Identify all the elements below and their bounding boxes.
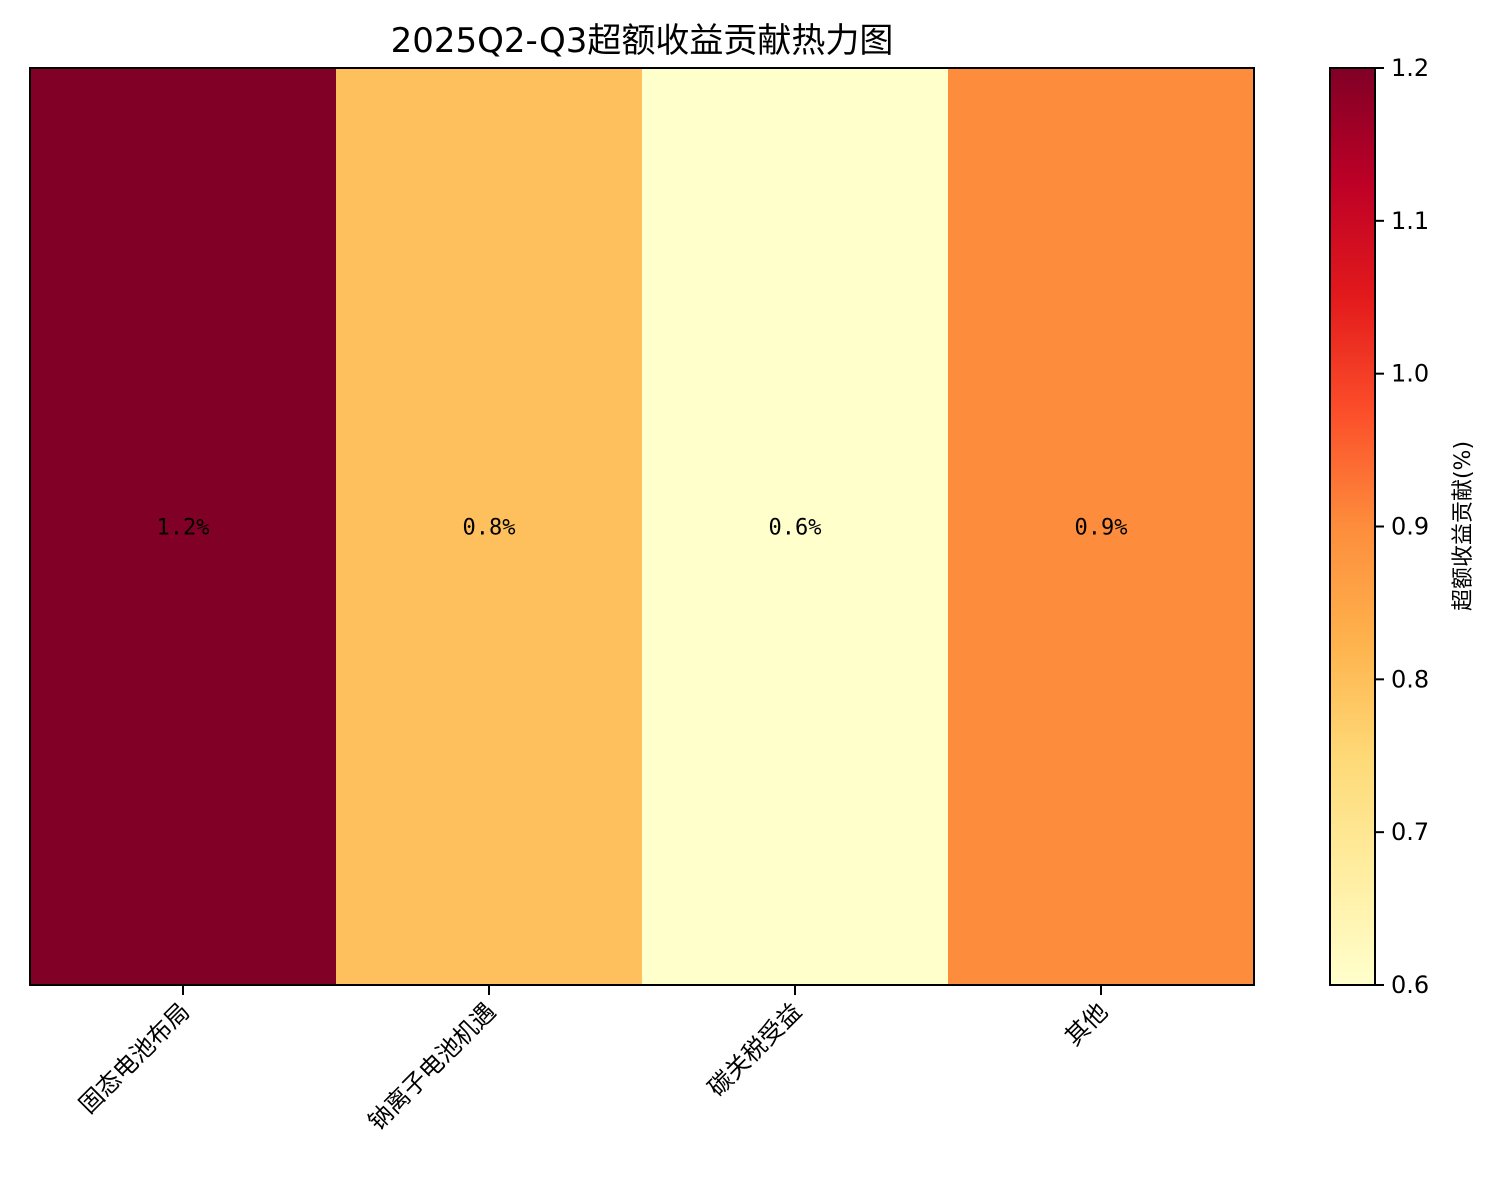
heatmap-cell <box>336 68 642 985</box>
x-tick-label: 固态电池布局 <box>74 997 196 1119</box>
cell-value-label: 0.9% <box>1075 516 1128 541</box>
colorbar-tick-label: 0.8 <box>1391 665 1429 693</box>
heatmap-cells <box>30 68 1254 985</box>
x-axis-ticks: 固态电池布局 钠离子电池机遇 碳关税受益 其他 <box>74 985 1114 1136</box>
colorbar-tick-label: 0.7 <box>1391 818 1429 846</box>
cell-value-label: 0.6% <box>769 516 822 541</box>
colorbar-label: 超额收益贡献(%) <box>1451 441 1476 611</box>
colorbar-gradient <box>1329 67 1376 986</box>
heatmap-cell <box>642 68 948 985</box>
x-tick-label: 钠离子电池机遇 <box>363 997 502 1136</box>
heatmap-cell <box>30 68 336 985</box>
heatmap-cell <box>948 68 1254 985</box>
colorbar-tick-label: 1.1 <box>1391 207 1429 235</box>
heatmap-cell-labels: 1.2% 0.8% 0.6% 0.9% <box>157 516 1128 541</box>
colorbar: 0.6 0.7 0.8 0.9 1.0 1.1 1.2 超额收益贡献(%) <box>1329 54 1476 999</box>
plot-frame <box>29 67 1255 986</box>
colorbar-ticks: 0.6 0.7 0.8 0.9 1.0 1.1 1.2 <box>1375 54 1429 999</box>
chart-title: 2025Q2-Q3超额收益贡献热力图 <box>391 21 894 61</box>
colorbar-tick-label: 0.9 <box>1391 513 1429 541</box>
cell-value-label: 0.8% <box>463 516 516 541</box>
colorbar-tick-label: 1.2 <box>1391 54 1429 82</box>
colorbar-tick-label: 0.6 <box>1391 971 1429 999</box>
x-tick-label: 碳关税受益 <box>703 997 808 1102</box>
colorbar-tick-label: 1.0 <box>1391 360 1429 388</box>
x-tick-label: 其他 <box>1060 997 1114 1051</box>
cell-value-label: 1.2% <box>157 516 210 541</box>
